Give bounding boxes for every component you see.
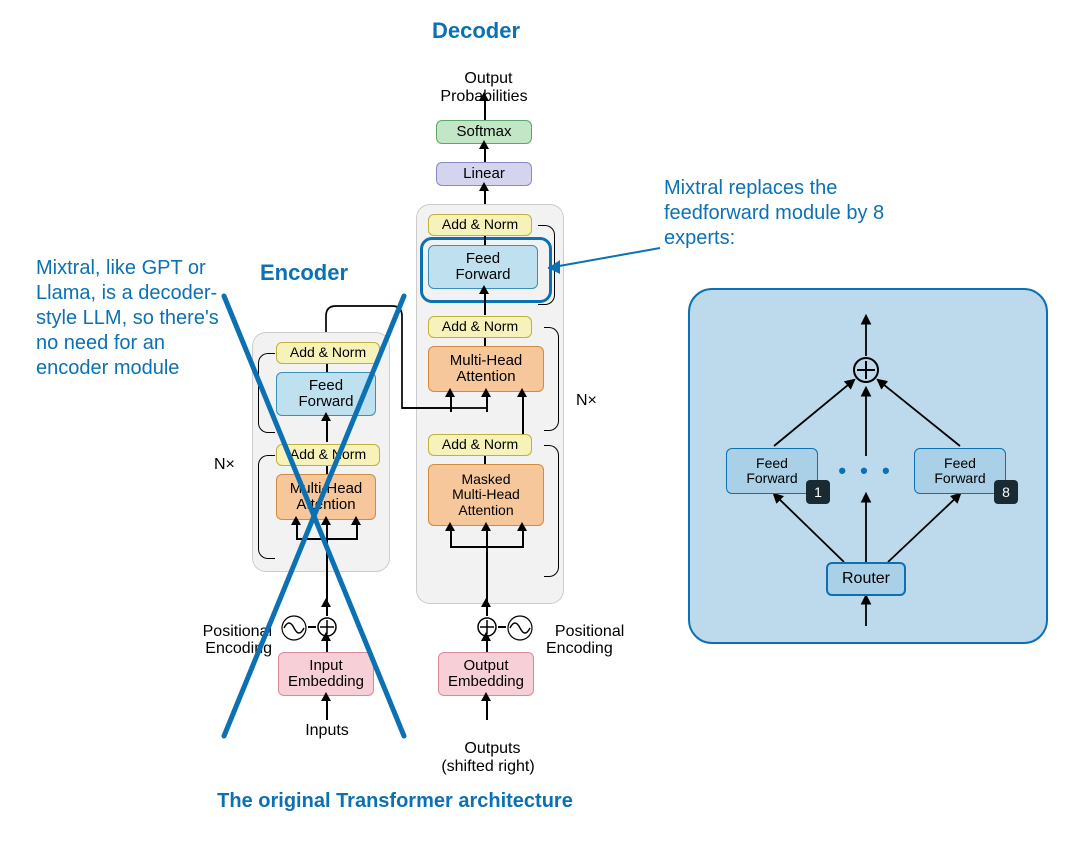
- decoder-residual-3: [544, 445, 559, 577]
- decoder-residual-1: [538, 225, 555, 305]
- decoder-multihead: Multi-Head Attention: [428, 346, 544, 392]
- encoder-residual-2: [258, 455, 275, 559]
- bottom-title: The original Transformer architecture: [175, 790, 615, 813]
- decoder-pe-label: Positional Encoding: [546, 605, 624, 658]
- encoder-multihead: Multi-Head Attention: [276, 474, 376, 520]
- experts-sum-node: [852, 356, 880, 384]
- annotation-left: Mixtral, like GPT or Llama, is a decoder…: [36, 256, 236, 381]
- decoder-addnorm-2: Add & Norm: [428, 316, 532, 338]
- encoder-pe-sine: [280, 614, 308, 642]
- encoder-title: Encoder: [260, 260, 348, 286]
- expert-badge-left: 1: [806, 480, 830, 504]
- decoder-residual-2: [544, 327, 559, 431]
- output-embedding-block: Output Embedding: [438, 652, 534, 696]
- decoder-masked-multihead: Masked Multi-Head Attention: [428, 464, 544, 526]
- experts-router: Router: [826, 562, 906, 596]
- encoder-addnorm-1: Add & Norm: [276, 342, 380, 364]
- encoder-pe-label: Positional Encoding: [192, 605, 272, 658]
- experts-dots: • • •: [838, 458, 894, 484]
- decoder-addnorm-1: Add & Norm: [428, 214, 532, 236]
- expert-ff-right: Feed Forward: [914, 448, 1006, 494]
- outputs-label: Outputs (shifted right): [430, 722, 546, 776]
- annotation-right: Mixtral replaces the feedforward module …: [664, 176, 924, 251]
- expert-badge-right: 8: [994, 480, 1018, 504]
- encoder-residual-1: [258, 353, 275, 433]
- input-embedding-block: Input Embedding: [278, 652, 374, 696]
- expert-ff-left: Feed Forward: [726, 448, 818, 494]
- encoder-nx-label: N×: [214, 456, 235, 474]
- encoder-feedforward: Feed Forward: [276, 372, 376, 416]
- decoder-addnorm-3: Add & Norm: [428, 434, 532, 456]
- inputs-label: Inputs: [282, 722, 372, 740]
- encoder-addnorm-2: Add & Norm: [276, 444, 380, 466]
- decoder-feedforward: Feed Forward: [428, 245, 538, 289]
- decoder-pe-sine: [506, 614, 534, 642]
- decoder-nx-label: N×: [576, 392, 597, 410]
- decoder-title: Decoder: [432, 18, 520, 44]
